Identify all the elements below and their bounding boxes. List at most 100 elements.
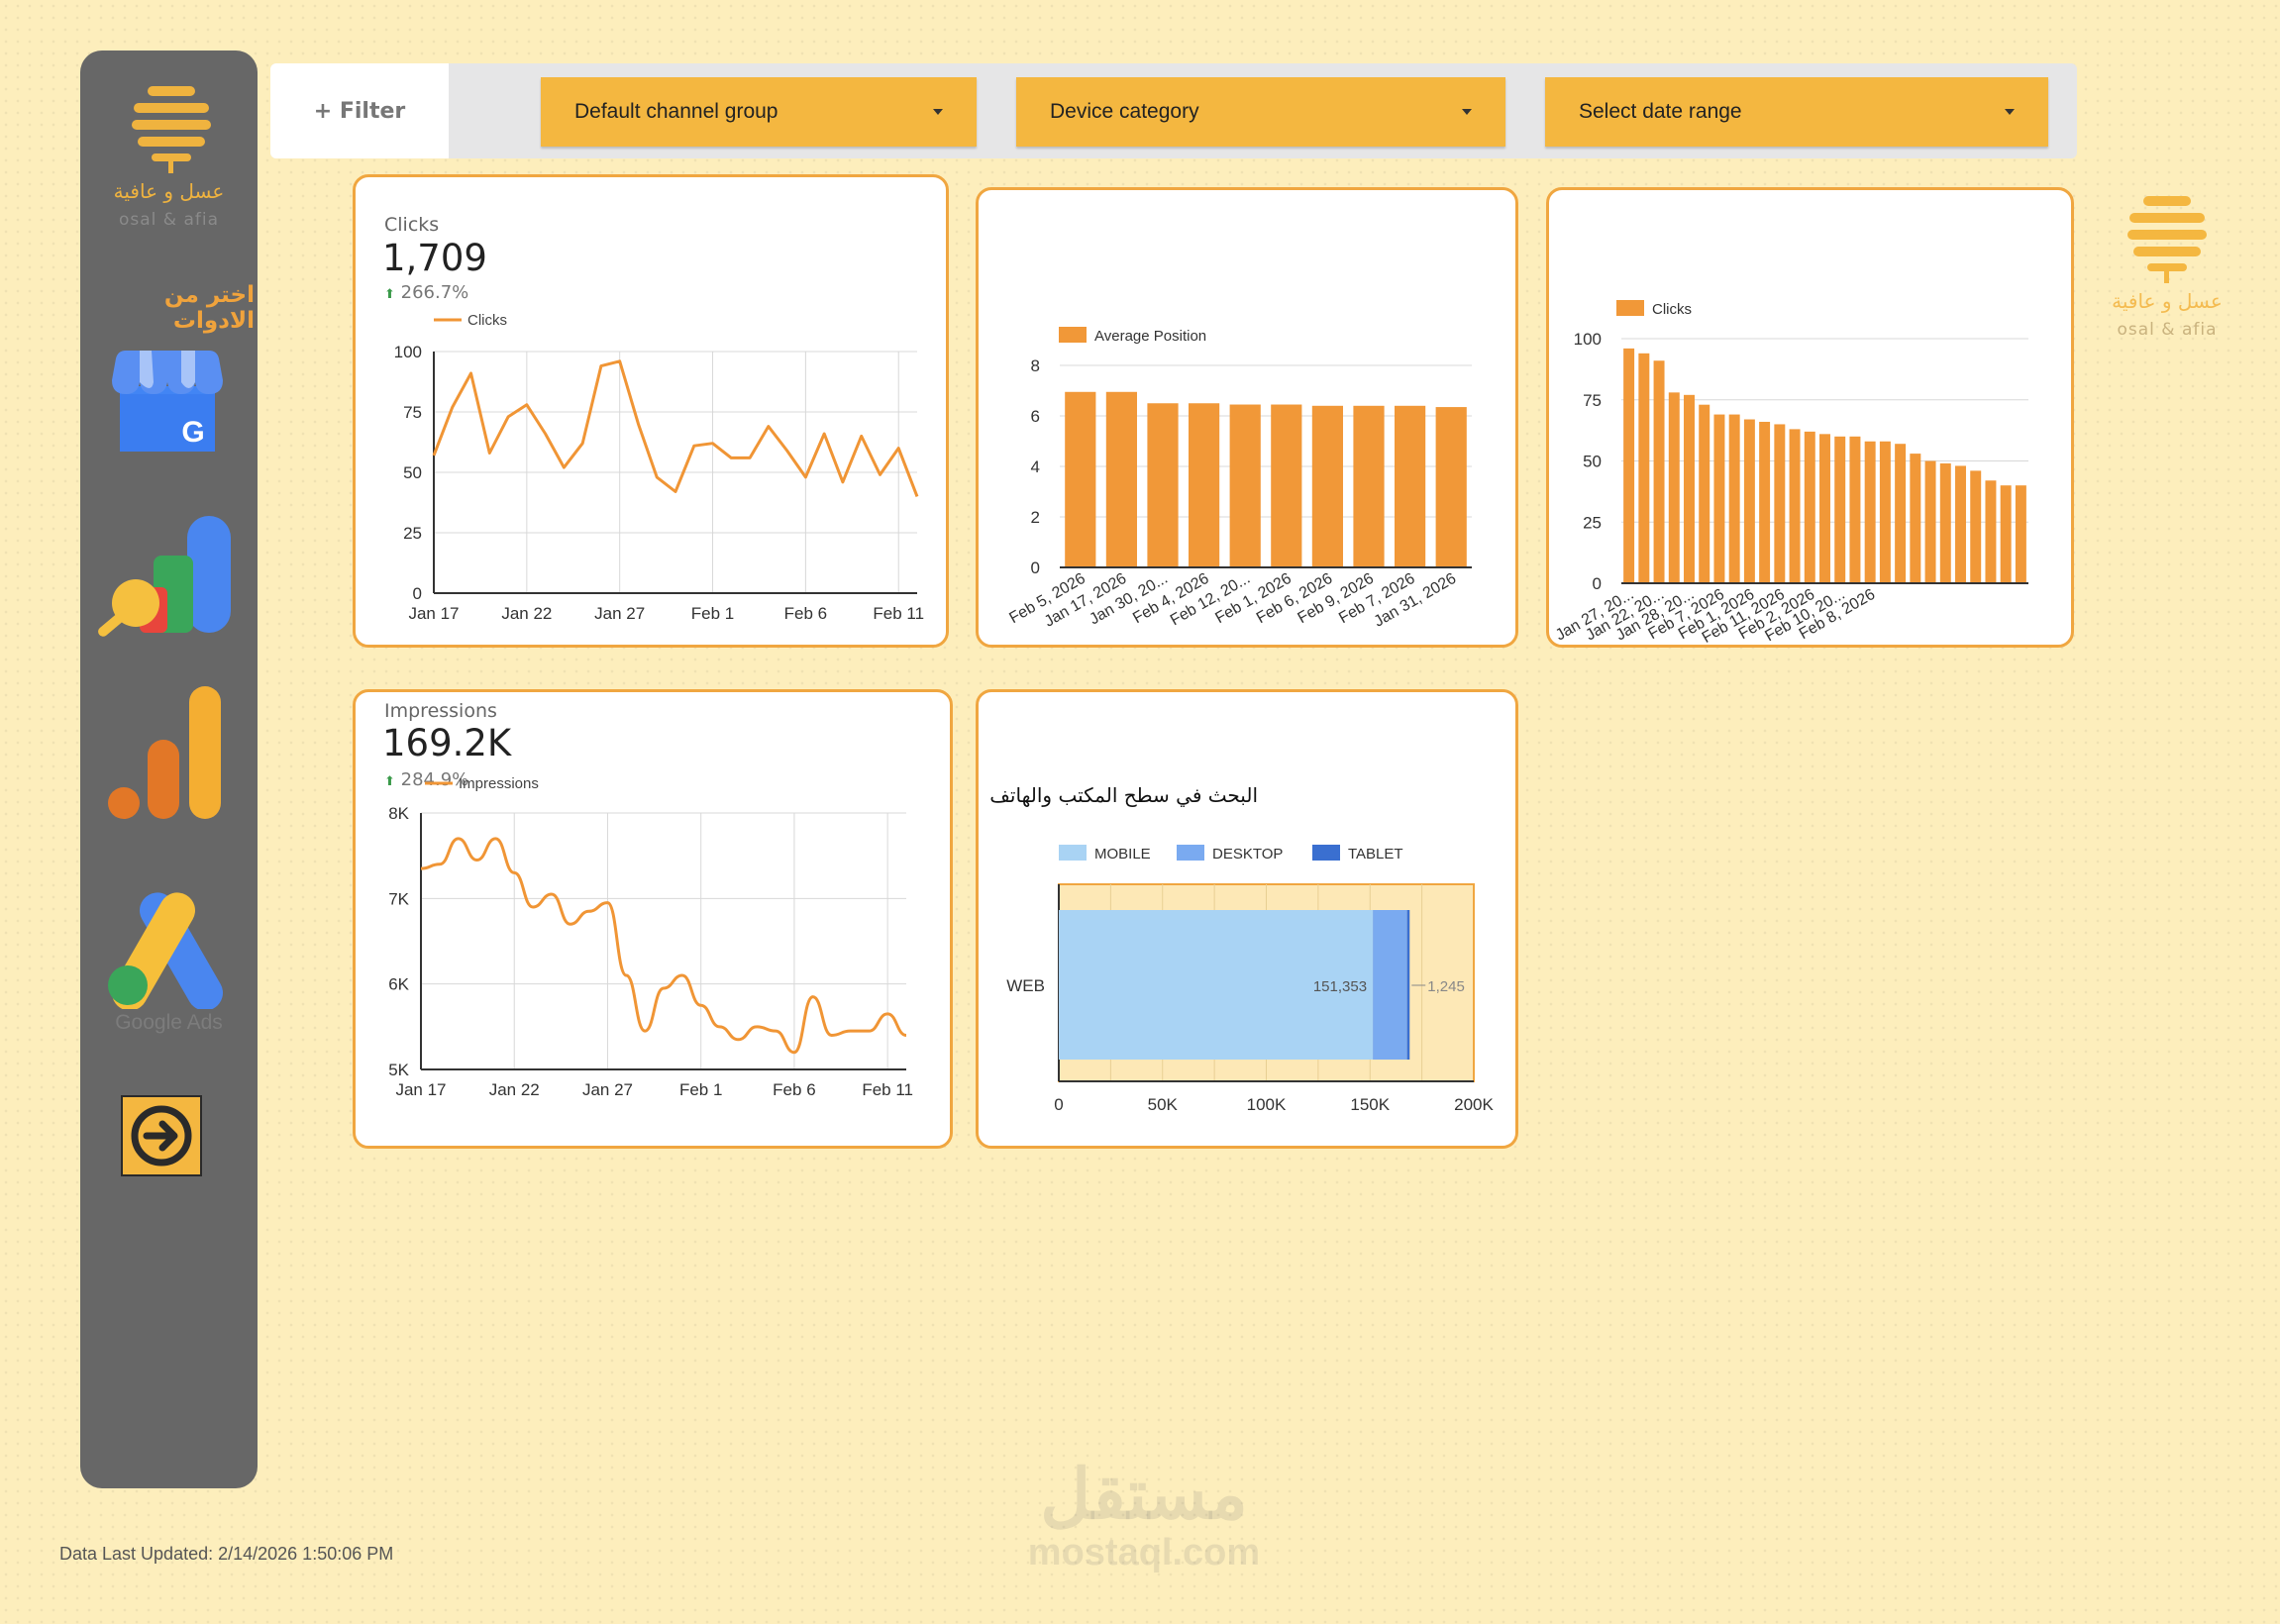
- x-tick-label: 0: [1054, 1095, 1063, 1114]
- clicks-title: Clicks: [384, 214, 440, 236]
- legend-swatch: [1616, 300, 1644, 316]
- bar: [1864, 441, 1876, 583]
- honey-dipper-logo-icon-right: [2127, 196, 2207, 283]
- honey-dipper-logo-icon: [132, 86, 211, 173]
- bar: [1804, 431, 1815, 583]
- bar: [1713, 414, 1725, 583]
- bar: [1849, 436, 1861, 583]
- device-category-label: Device category: [1050, 100, 1199, 123]
- add-filter-button[interactable]: + Filter: [270, 63, 449, 158]
- y-tick-label: 100: [394, 343, 422, 361]
- clicks-by-date-card[interactable]: 0 25 50 75 100 Jan 27, 20... Jan 22, 20... Jan …: [1546, 187, 2074, 648]
- bar: [1910, 454, 1921, 583]
- y-tick-label: 6: [1031, 407, 1040, 426]
- chevron-down-icon: [1462, 109, 1472, 115]
- average-position-card[interactable]: 0 2 4 6 8 Feb 5, 2026 Jan 17, 2026 Jan 30, 20..…: [976, 187, 1518, 648]
- bar: [1728, 414, 1740, 583]
- tools-heading: اختر من الادوات: [163, 282, 255, 334]
- chevron-down-icon: [2005, 109, 2015, 115]
- bar: [1759, 421, 1771, 583]
- x-tick-label: 50K: [1148, 1095, 1179, 1114]
- x-tick-label: Jan 22: [501, 604, 552, 623]
- series-line-clicks: [432, 359, 919, 497]
- x-tick-label: Jan 22: [489, 1080, 540, 1099]
- impressions-change: ⬆ 284.9%: [384, 769, 469, 790]
- sidebar: عسل و عافية osal & afia اختر من الادوات …: [80, 51, 258, 1488]
- device-category-dropdown[interactable]: Device category: [1016, 77, 1505, 147]
- google-ads-label: Google Ads: [115, 1011, 223, 1034]
- y-tick-label: 7K: [388, 889, 409, 908]
- y-tick-label: 100: [1574, 330, 1602, 349]
- bar: [1638, 353, 1650, 583]
- bar: [1699, 404, 1710, 583]
- bar: [1955, 465, 1966, 583]
- x-tick-label: Feb 6: [784, 604, 827, 623]
- legend-label: MOBILE: [1094, 846, 1151, 863]
- x-tick-label: Jan 27: [582, 1080, 633, 1099]
- date-range-dropdown[interactable]: Select date range: [1545, 77, 2048, 147]
- y-tick-label: 8K: [388, 804, 409, 823]
- data-label-mobile: 151,353: [1313, 978, 1367, 995]
- google-business-profile-icon[interactable]: G: [112, 351, 223, 454]
- legend-label: Clicks: [467, 312, 507, 329]
- bar-mobile: [1059, 910, 1374, 1060]
- y-tick-label: 50: [1583, 453, 1602, 471]
- legend-label: Average Position: [1094, 328, 1206, 345]
- bar: [1105, 391, 1137, 567]
- bar: [1189, 403, 1220, 567]
- next-arrow-button[interactable]: [121, 1095, 202, 1176]
- y-tick-label: 25: [403, 524, 422, 543]
- brand-name-en-right: osal & afia: [2117, 320, 2218, 340]
- legend-label: Impressions: [459, 775, 539, 792]
- bar: [1353, 405, 1385, 567]
- device-search-card[interactable]: البحث في سطح المكتب والهاتف 0 50K 100K 150K…: [976, 689, 1518, 1149]
- bar: [1311, 405, 1343, 567]
- bar: [1435, 407, 1467, 567]
- clicks-timeseries-card[interactable]: Clicks 1,709 ⬆ 266.7% 0 25 50 75 100 Jan 17 Ja…: [353, 174, 949, 648]
- bar: [1789, 429, 1801, 583]
- impressions-line-chart: 5K 6K 7K 8K Jan 17 Jan 22 Jan 27 Feb 1 Feb 6 Feb …: [388, 775, 913, 1099]
- channel-group-label: Default channel group: [574, 100, 778, 123]
- y-tick-label: 4: [1031, 457, 1040, 476]
- y-tick-label: 25: [1583, 513, 1602, 532]
- bar: [1271, 404, 1302, 567]
- analytics-bars-icon[interactable]: [108, 686, 227, 821]
- y-tick-label: 5K: [388, 1061, 409, 1079]
- x-tick-label: Jan 17: [408, 604, 459, 623]
- y-tick-label: 0: [1593, 574, 1602, 593]
- legend-label: TABLET: [1348, 846, 1403, 863]
- arrow-up-icon: ⬆: [384, 287, 395, 302]
- x-tick-label: Feb 11: [873, 604, 924, 623]
- bar-tablet: [1406, 910, 1410, 1060]
- channel-group-dropdown[interactable]: Default channel group: [541, 77, 977, 147]
- clicks-line-chart: 0 25 50 75 100 Jan 17 Jan 22 Jan 27 Feb 1 Feb 6 Fe…: [394, 312, 924, 623]
- data-label-tablet: 1,245: [1427, 978, 1465, 995]
- bar: [1668, 392, 1680, 583]
- chevron-down-icon: [933, 109, 943, 115]
- google-ads-icon[interactable]: [106, 890, 233, 1009]
- brand-name-ar-right: عسل و عافية: [2112, 289, 2223, 313]
- date-range-label: Select date range: [1579, 100, 1742, 123]
- impressions-timeseries-card[interactable]: Impressions 169.2K ⬆ 284.9% 5K 6K 7K 8K Jan …: [353, 689, 953, 1149]
- legend-swatch: [1059, 327, 1087, 343]
- device-stacked-bar-chart: 0 50K 100K 150K 200K WEB 151,353 1,245 MOBILE DES…: [1006, 845, 1495, 1114]
- impressions-title: Impressions: [384, 700, 497, 722]
- x-tick-label: 200K: [1454, 1095, 1494, 1114]
- bar: [2015, 485, 2026, 583]
- google-analytics-icon[interactable]: [96, 514, 233, 645]
- y-tick-label: 0: [1031, 558, 1040, 577]
- arrow-right-circle-icon: [131, 1105, 192, 1167]
- bar: [1939, 462, 1951, 583]
- bar: [1924, 460, 1936, 583]
- bar: [1774, 424, 1786, 583]
- x-tick-label: Jan 17: [395, 1080, 446, 1099]
- bar: [1229, 404, 1261, 567]
- x-tick-label: Feb 11: [862, 1080, 913, 1099]
- y-tick-label: 75: [403, 403, 422, 422]
- brand-name-ar: عسل و عافية: [113, 179, 225, 203]
- bar: [1743, 419, 1755, 583]
- legend-label: DESKTOP: [1212, 846, 1283, 863]
- bar: [1985, 480, 1997, 583]
